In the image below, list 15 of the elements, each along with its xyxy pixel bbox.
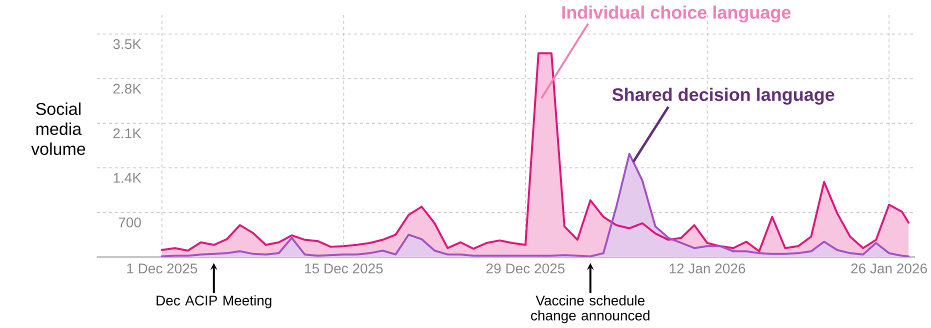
x-tick-label: 1 Dec 2025 <box>127 264 198 274</box>
y-axis-title: Social media volume <box>31 102 86 155</box>
x-tick-label: 26 Jan 2026 <box>851 264 927 274</box>
series-label: Individual choice language <box>562 6 791 22</box>
y-tick-label: 700 <box>118 217 141 228</box>
x-tick-label: 29 Dec 2025 <box>486 264 565 274</box>
annotation: Dec ACIP Meeting <box>156 295 272 308</box>
text: Shared decision language <box>612 88 834 105</box>
annotation: Vaccine schedule change announced <box>531 295 650 324</box>
y-tick-label: 1.4K <box>114 173 142 183</box>
y-tick-label: 2.8K <box>113 84 142 94</box>
y-tick-label: 3.5K <box>113 39 142 50</box>
x-tick-label: 12 Jan 2026 <box>670 264 746 274</box>
y-tick-label: 2.1K <box>113 128 142 138</box>
x-tick-label: 15 Dec 2025 <box>305 264 383 274</box>
